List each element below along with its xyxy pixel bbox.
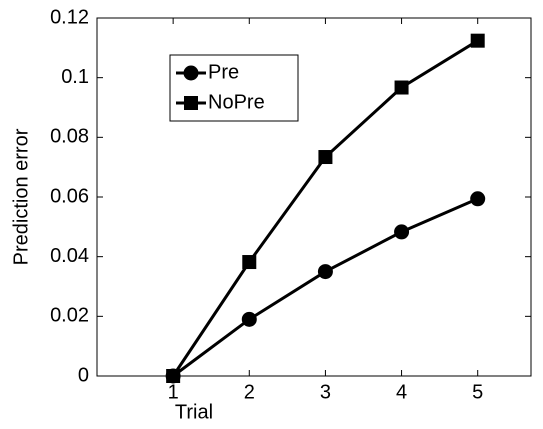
marker [318,150,333,165]
x-tick-label: 3 [320,381,331,403]
y-axis-label: Prediction error [10,128,32,265]
y-tick-label: 0.1 [61,66,89,88]
x-tick-label: 2 [244,381,255,403]
marker [166,369,181,383]
marker [317,264,333,280]
y-tick-label: 0.12 [50,6,89,28]
x-axis-label: Trial [175,401,213,423]
x-tick-label: 1 [168,381,179,403]
x-tick-label: 4 [396,381,407,403]
marker [470,191,486,207]
marker [184,96,198,110]
marker [183,65,199,81]
y-tick-label: 0 [78,364,89,386]
y-tick-label: 0.02 [50,305,89,327]
legend-label: Pre [208,61,239,83]
marker [242,255,257,270]
x-tick-label: 5 [472,381,483,403]
y-tick-label: 0.04 [50,245,89,267]
marker [241,311,257,327]
marker [394,80,409,95]
y-tick-label: 0.06 [50,185,89,207]
marker [470,33,485,48]
legend-label: NoPre [208,91,265,113]
marker [394,224,410,240]
plot-area [96,17,532,377]
y-tick-label: 0.08 [50,126,89,148]
